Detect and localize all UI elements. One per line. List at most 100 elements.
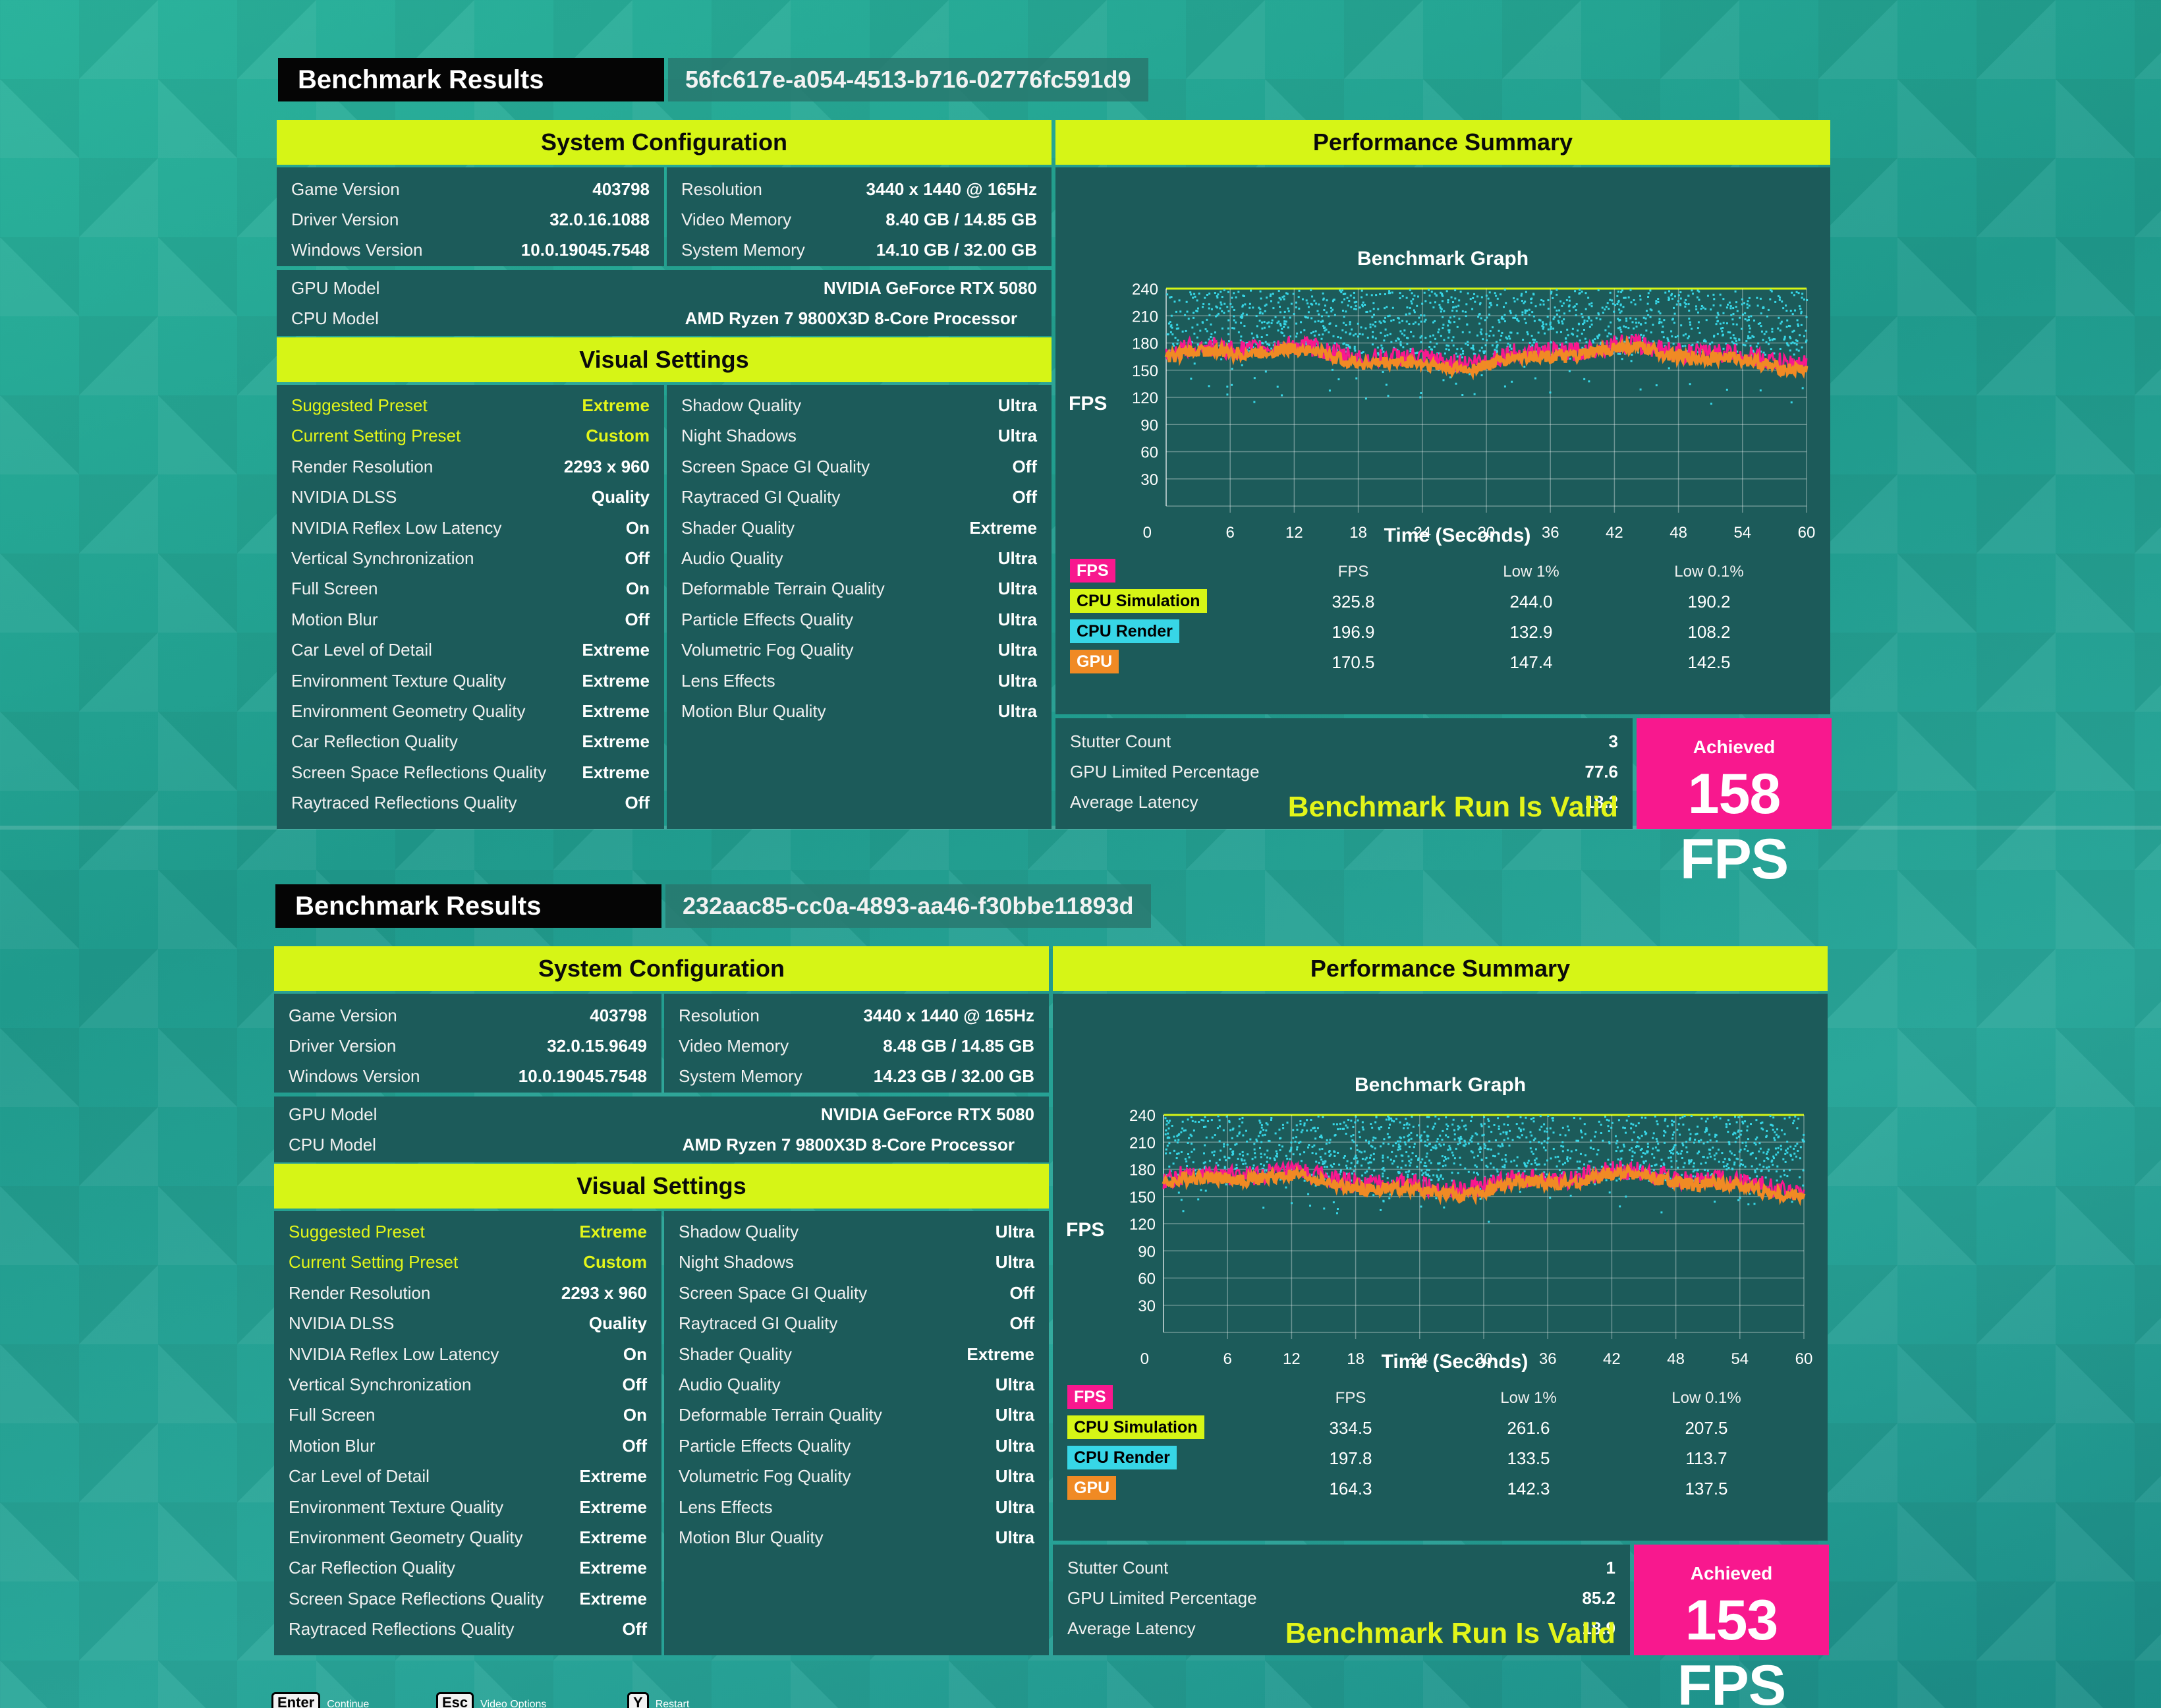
cpu-render-legend: CPU Render [1070,619,1179,643]
y-tick-label: 0 [1140,1350,1149,1368]
setting-value: Ultra [997,609,1037,629]
y-axis-label: FPS [1066,1219,1105,1241]
y-tick-label: 120 [1129,1216,1156,1234]
setting-row: Deformable Terrain Quality Ultra [667,573,1052,604]
setting-row: Full Screen On [277,573,664,604]
setting-key: Car Reflection Quality [289,1558,455,1578]
hardware-row: CPU Model AMD Ryzen 7 9800X3D 8-Core Proc… [277,303,1052,333]
setting-value: Ultra [995,1375,1034,1394]
graph-panel: Benchmark Graph FPS Time (Seconds) 240 210 18… [1053,994,1828,1541]
setting-key: Night Shadows [681,426,797,446]
hardware-value: AMD Ryzen 7 9800X3D 8-Core Processor [685,308,1017,328]
setting-key: NVIDIA DLSS [289,1313,395,1334]
y-tick-label: 0 [1143,524,1152,542]
setting-key: Volumetric Fog Quality [679,1466,851,1487]
setting-key: Environment Geometry Quality [291,701,526,721]
hardware-value: NVIDIA GeForce RTX 5080 [820,1104,1034,1124]
setting-key: Environment Texture Quality [289,1496,504,1517]
continue-label: Continue [327,1699,370,1708]
x-tick-label: 30 [1475,1350,1493,1368]
setting-row: Shader Quality Extreme [667,513,1052,543]
gpu-line [1164,335,1809,381]
y-tick-label: 60 [1138,1270,1156,1288]
x-tick-label: 60 [1798,524,1816,542]
setting-key: Shadow Quality [679,1222,799,1241]
enter-key-icon: Enter [271,1692,321,1708]
stat-header: FPS [1337,563,1369,581]
footer-continue[interactable]: Enter Continue [271,1692,369,1708]
stat-header: FPS [1335,1389,1366,1407]
stat-value: 164.3 [1329,1479,1372,1498]
summary-row: Stutter Count 1 [1053,1552,1630,1583]
hardware-panel: GPU Model NVIDIA GeForce RTX 5080 CPU Mode… [274,1096,1049,1162]
stat-value: 113.7 [1685,1448,1727,1468]
setting-key: Volumetric Fog Quality [681,640,854,660]
summary-panel: Stutter Count 1 GPU Limited Percentage 85.2… [1053,1545,1630,1655]
config-row: Resolution 3440 x 1440 @ 165Hz [664,1000,1049,1031]
run-id: 232aac85-cc0a-4893-aa46-f30bbe11893d [665,884,1151,928]
setting-key: Screen Space GI Quality [679,1282,868,1303]
setting-key: Shader Quality [679,1344,792,1364]
config-value: 14.10 GB / 32.00 GB [876,240,1037,260]
y-tick-label: 90 [1140,416,1158,434]
stat-value: 261.6 [1507,1418,1550,1438]
config-row: Driver Version 32.0.15.9649 [274,1031,661,1061]
config-value: 10.0.19045.7548 [520,240,650,260]
config-value: 403798 [592,179,650,199]
setting-value: Extreme [582,640,650,660]
x-tick-label: 48 [1667,1350,1685,1368]
visual-settings-right: Shadow Quality Ultra Night Shadows Ultra Scr… [667,385,1052,829]
setting-row: Car Reflection Quality Extreme [277,726,664,756]
run-valid-text: Benchmark Run Is Valid [1287,791,1618,823]
setting-key: Current Setting Preset [291,426,461,446]
setting-key: Deformable Terrain Quality [679,1405,882,1425]
setting-row: Volumetric Fog Quality Ultra [667,635,1052,665]
x-tick-label: 6 [1223,1350,1232,1368]
system-config-left: Game Version 403798 Driver Version 32.0.15.… [274,994,661,1093]
setting-value: Extreme [582,701,650,721]
system-config-left: Game Version 403798 Driver Version 32.0.16.… [277,167,664,266]
setting-key: NVIDIA Reflex Low Latency [289,1344,499,1364]
setting-value: Ultra [995,1405,1034,1425]
summary-row: Average Latency 18.2 [1055,787,1633,817]
run-valid-text: Benchmark Run Is Valid [1285,1617,1615,1649]
setting-value: On [625,579,650,599]
visual-settings-right: Shadow Quality Ultra Night Shadows Ultra Scr… [664,1211,1049,1655]
setting-key: Motion Blur [291,609,378,629]
results-title: Benchmark Results [275,884,661,928]
footer-restart[interactable]: Y Restart [627,1692,689,1708]
summary-value: 3 [1608,731,1618,751]
x-tick-label: 24 [1413,524,1431,542]
summary-panel: Stutter Count 3 GPU Limited Percentage 77.6… [1055,718,1633,829]
summary-key: GPU Limited Percentage [1070,762,1260,782]
setting-row: Motion Blur Off [277,604,664,635]
hardware-panel: GPU Model NVIDIA GeForce RTX 5080 CPU Mode… [277,270,1052,336]
config-row: Video Memory 8.48 GB / 14.85 GB [664,1031,1049,1061]
setting-value: Ultra [997,548,1037,568]
setting-key: Full Screen [289,1405,376,1425]
config-key: System Memory [679,1066,802,1086]
setting-key: Vertical Synchronization [291,548,474,568]
config-value: 403798 [590,1006,647,1025]
setting-value: Ultra [997,640,1037,660]
footer-video-options[interactable]: Esc Video Options [436,1692,546,1708]
setting-row: Current Setting Preset Custom [277,420,664,451]
hardware-row: CPU Model AMD Ryzen 7 9800X3D 8-Core Proc… [274,1129,1049,1160]
gpu-legend: GPU [1067,1476,1117,1500]
setting-value: Ultra [995,1527,1034,1547]
hardware-row: GPU Model NVIDIA GeForce RTX 5080 [277,273,1052,303]
config-value: 32.0.15.9649 [547,1036,647,1056]
setting-key: Screen Space Reflections Quality [289,1588,544,1608]
setting-row: Shader Quality Extreme [664,1339,1049,1369]
visual-settings-left: Suggested Preset Extreme Current Setting P… [274,1211,661,1655]
restart-label: Restart [655,1699,690,1708]
setting-key: Deformable Terrain Quality [681,579,885,599]
setting-key: Audio Quality [679,1375,781,1394]
y-tick-label: 30 [1138,1297,1156,1315]
config-key: Resolution [681,179,762,199]
setting-row: Suggested Preset Extreme [274,1216,661,1247]
gpu-legend: GPU [1070,650,1119,673]
achieved-label: Achieved [1690,1563,1773,1583]
x-tick-label: 54 [1731,1350,1749,1368]
stat-header: Low 0.1% [1674,563,1744,581]
